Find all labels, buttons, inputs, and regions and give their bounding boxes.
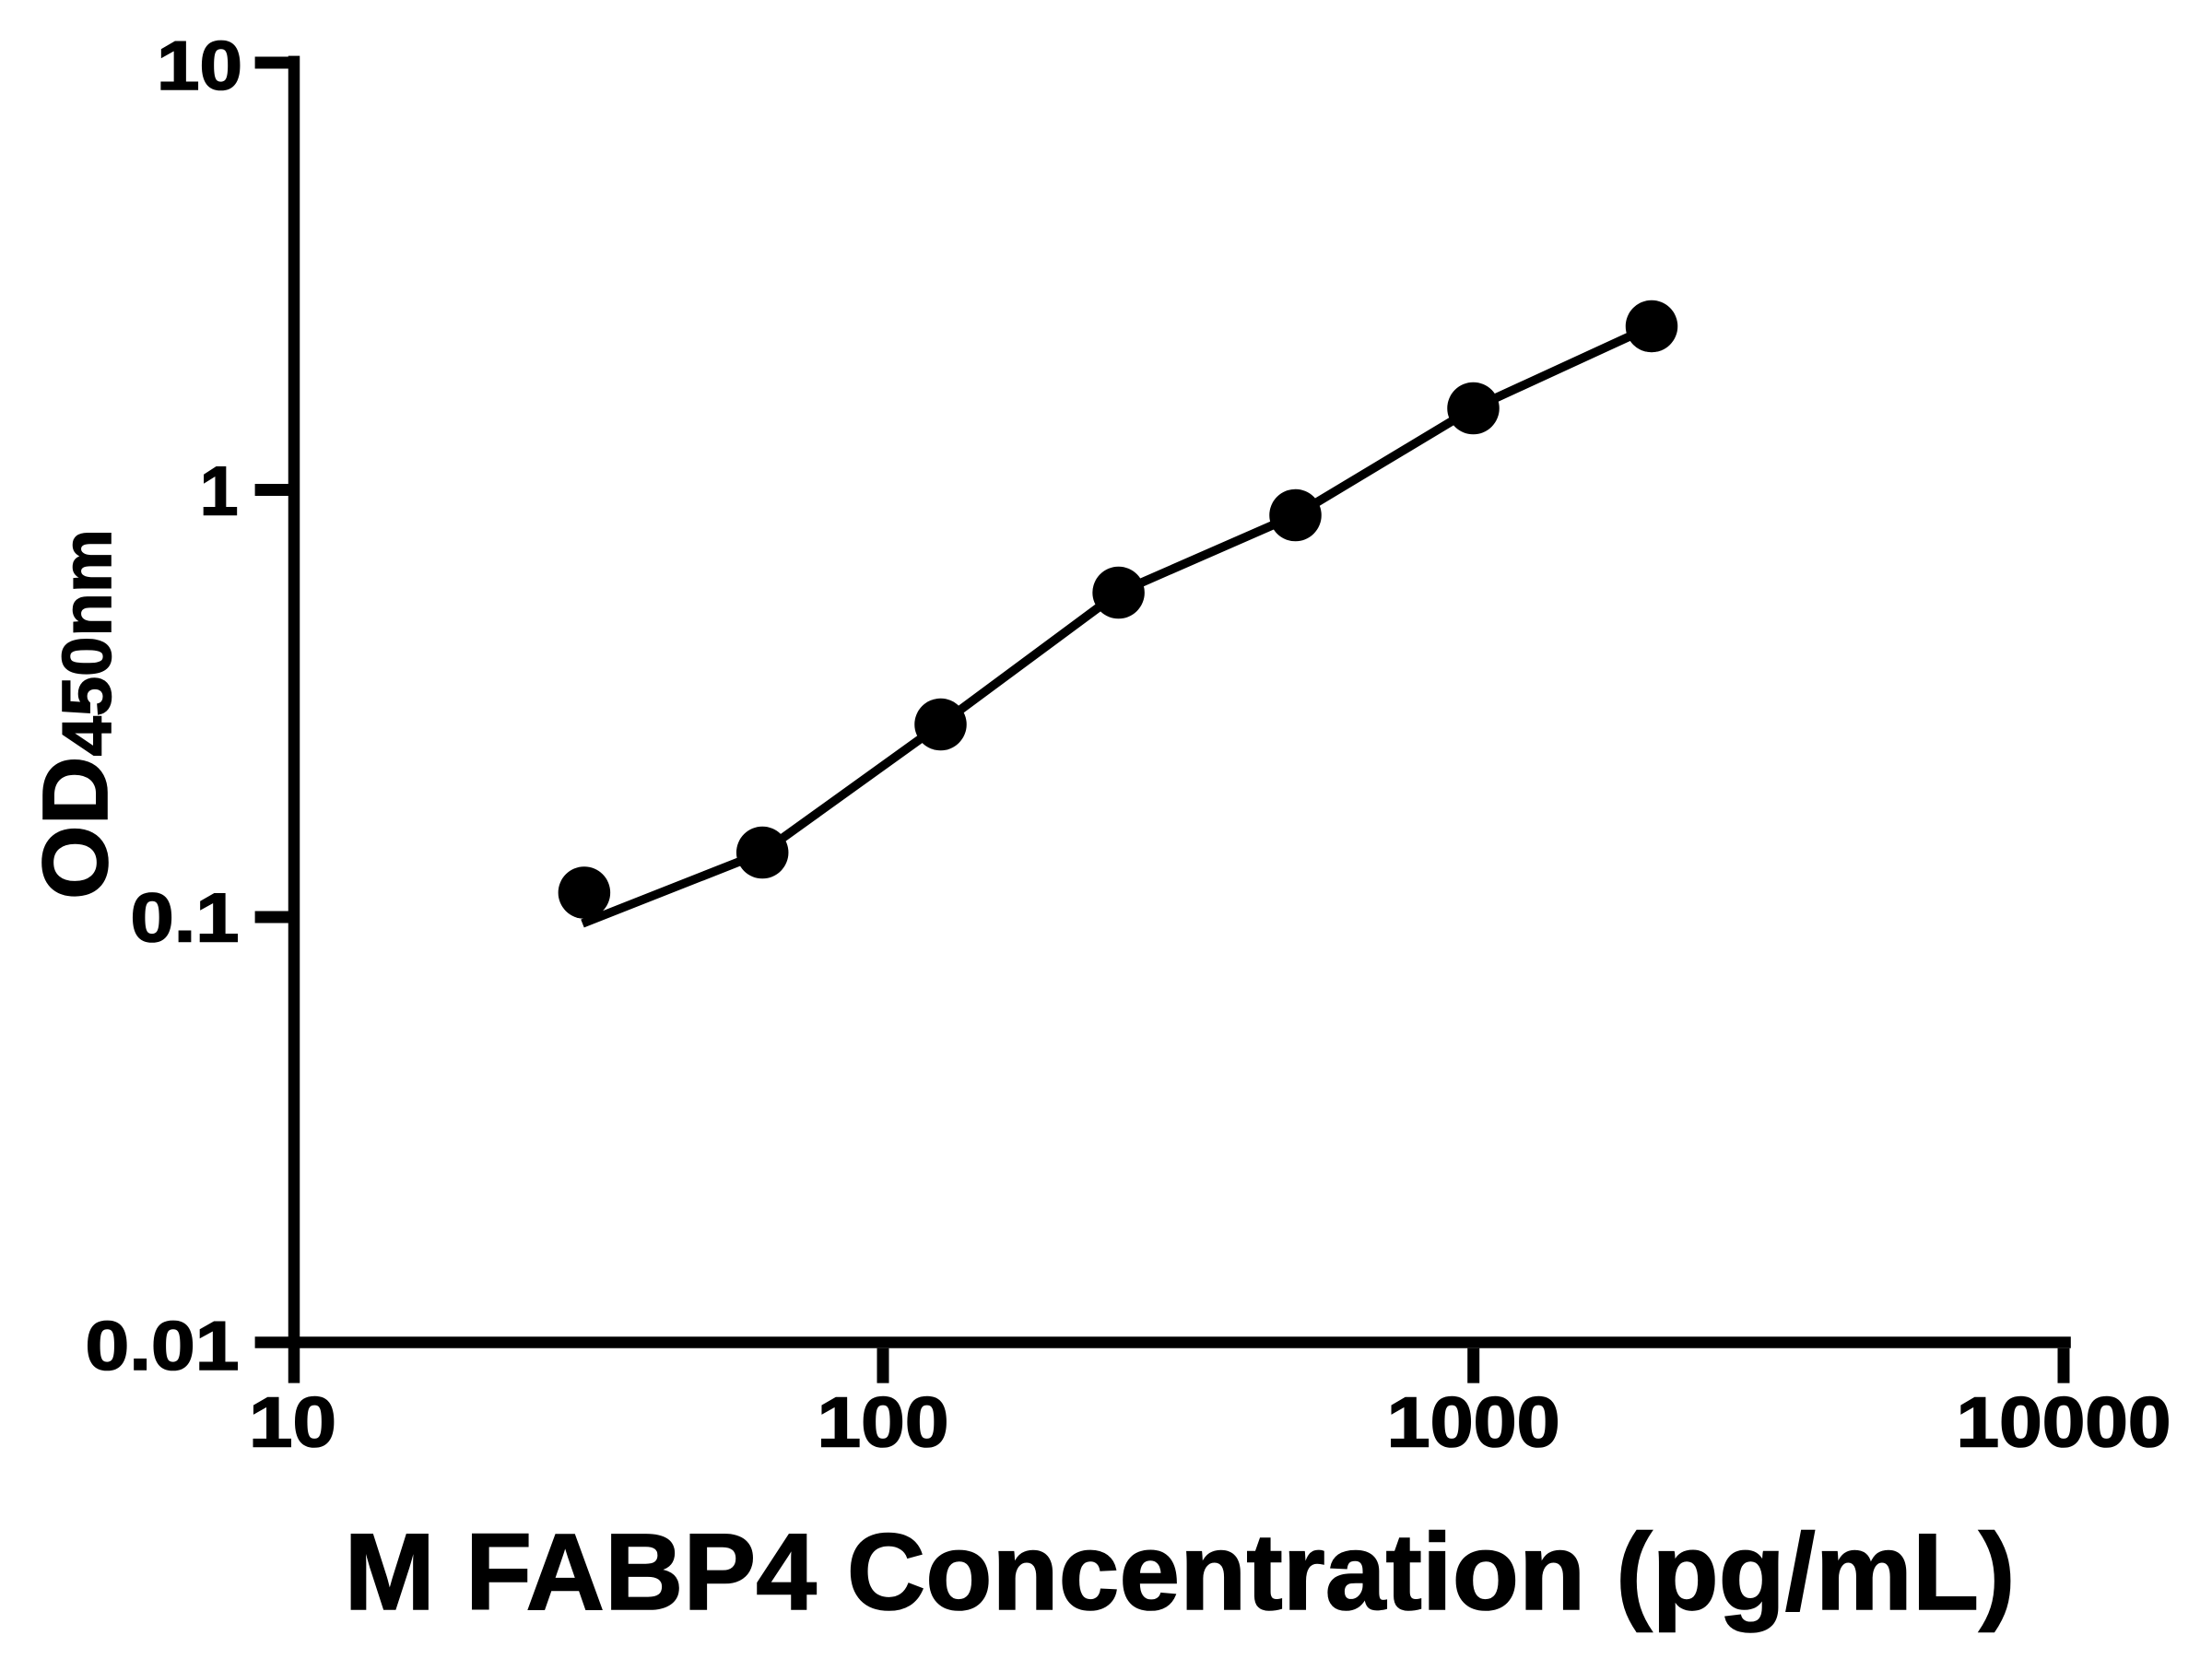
svg-text:1: 1 (200, 453, 239, 530)
svg-text:10000: 10000 (1957, 1382, 2171, 1462)
svg-text:10: 10 (249, 1382, 336, 1462)
svg-text:M FABP4 Concentration (pg/mL): M FABP4 Concentration (pg/mL) (345, 1512, 2016, 1633)
svg-text:0.01: 0.01 (86, 1307, 240, 1384)
svg-text:1000: 1000 (1387, 1382, 1560, 1462)
svg-text:10: 10 (157, 27, 242, 104)
svg-text:OD450nm: OD450nm (24, 529, 127, 900)
svg-text:100: 100 (818, 1382, 949, 1462)
svg-text:0.1: 0.1 (131, 879, 240, 957)
